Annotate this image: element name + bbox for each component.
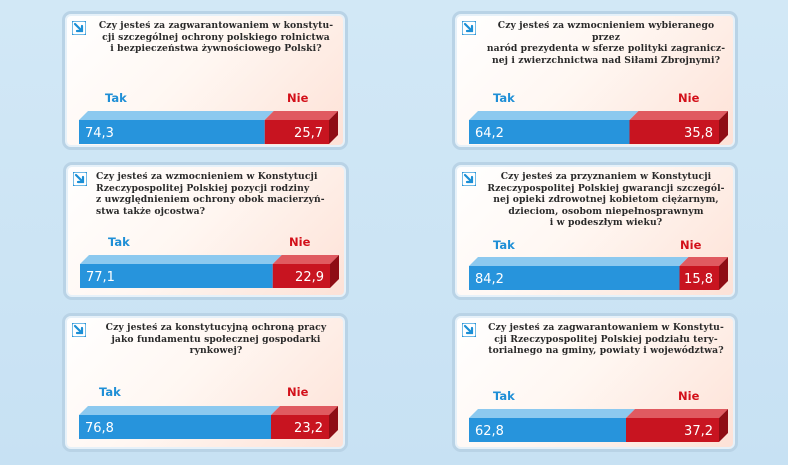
- question-text: Czy jesteś za wzmocnieniem wybieranego p…: [486, 20, 726, 66]
- label-yes: Tak: [108, 235, 130, 249]
- bar-segment-no: [272, 264, 330, 288]
- bar-side: [329, 406, 338, 439]
- bar-side: [330, 255, 339, 288]
- arrow-down-right-icon: [73, 172, 87, 186]
- label-yes: Tak: [105, 91, 127, 105]
- bar-top-yes: [469, 111, 639, 120]
- label-no: Nie: [680, 238, 702, 252]
- question-text: Czy jesteś za zagwarantowaniem w konstyt…: [98, 20, 334, 55]
- bar-top-no: [629, 111, 728, 120]
- question-text: Czy jesteś za przyznaniem w Konstytucji …: [487, 171, 725, 229]
- bar-segment-yes: [79, 415, 271, 439]
- result-bar: 77,1 22,9: [80, 255, 339, 288]
- value-label-no: 23,2: [294, 421, 323, 436]
- bar-segment-yes: [80, 264, 273, 288]
- bar-side: [719, 111, 728, 144]
- value-label-no: 35,8: [684, 126, 713, 141]
- bar-top-yes: [469, 257, 689, 266]
- poll-card-territorial: Czy jesteś za zagwarantowaniem w Konstyt…: [452, 313, 738, 452]
- bar-segment-no: [271, 415, 329, 439]
- bar-segment-yes: [79, 120, 265, 144]
- poll-card-president: Czy jesteś za wzmocnieniem wybieranego p…: [452, 11, 738, 150]
- arrow-down-right-icon: [462, 323, 476, 337]
- bar-top-yes: [469, 409, 635, 418]
- value-label-no: 15,8: [684, 272, 713, 287]
- bar-top-yes: [79, 406, 280, 415]
- arrow-down-right-icon: [72, 323, 86, 337]
- label-no: Nie: [287, 91, 309, 105]
- value-label-yes: 74,3: [85, 126, 114, 141]
- value-label-yes: 84,2: [475, 272, 504, 287]
- bar-top-no: [272, 255, 339, 264]
- label-no: Nie: [287, 385, 309, 399]
- poll-card-agriculture: Czy jesteś za zagwarantowaniem w konstyt…: [62, 11, 348, 150]
- bar-segment-yes: [469, 266, 680, 290]
- bar-segment-yes: [469, 418, 626, 442]
- result-bar: 64,2 35,8: [469, 111, 728, 144]
- bar-segment-no: [626, 418, 719, 442]
- label-no: Nie: [678, 389, 700, 403]
- bar-top-no: [271, 406, 338, 415]
- label-yes: Tak: [493, 238, 515, 252]
- result-bar: 84,2 15,8: [469, 257, 728, 290]
- bar-side: [719, 409, 728, 442]
- bar-top-no: [264, 111, 338, 120]
- bar-top-no: [679, 257, 728, 266]
- label-yes: Tak: [493, 389, 515, 403]
- value-label-yes: 62,8: [475, 424, 504, 439]
- label-yes: Tak: [99, 385, 121, 399]
- bar-segment-no: [264, 120, 329, 144]
- label-no: Nie: [289, 235, 311, 249]
- arrow-down-right-icon: [462, 21, 476, 35]
- question-text: Czy jesteś za wzmocnieniem w Konstytucji…: [96, 171, 325, 217]
- bar-segment-no: [679, 266, 719, 290]
- value-label-no: 25,7: [294, 126, 323, 141]
- value-label-yes: 77,1: [86, 270, 115, 285]
- bar-segment-no: [629, 120, 719, 144]
- result-bar: 62,8 37,2: [469, 409, 728, 442]
- bar-top-yes: [79, 111, 274, 120]
- question-text: Czy jesteś za konstytucyjną ochroną prac…: [105, 322, 327, 357]
- result-bar: 76,8 23,2: [79, 406, 338, 439]
- poll-card-healthcare: Czy jesteś za przyznaniem w Konstytucji …: [452, 162, 738, 300]
- value-label-yes: 64,2: [475, 126, 504, 141]
- arrow-down-right-icon: [462, 172, 476, 186]
- bar-segment-yes: [469, 120, 630, 144]
- label-no: Nie: [678, 91, 700, 105]
- question-text: Czy jesteś za zagwarantowaniem w Konstyt…: [488, 322, 724, 357]
- bar-top-yes: [80, 255, 282, 264]
- bar-side: [329, 111, 338, 144]
- value-label-yes: 76,8: [85, 421, 114, 436]
- arrow-down-right-icon: [72, 21, 86, 35]
- value-label-no: 22,9: [295, 270, 324, 285]
- result-bar: 74,3 25,7: [79, 111, 338, 144]
- bar-top-no: [626, 409, 728, 418]
- label-yes: Tak: [493, 91, 515, 105]
- value-label-no: 37,2: [684, 424, 713, 439]
- poll-card-family: Czy jesteś za wzmocnieniem w Konstytucji…: [63, 162, 349, 300]
- poll-card-labour: Czy jesteś za konstytucyjną ochroną prac…: [62, 313, 348, 452]
- bar-side: [719, 257, 728, 290]
